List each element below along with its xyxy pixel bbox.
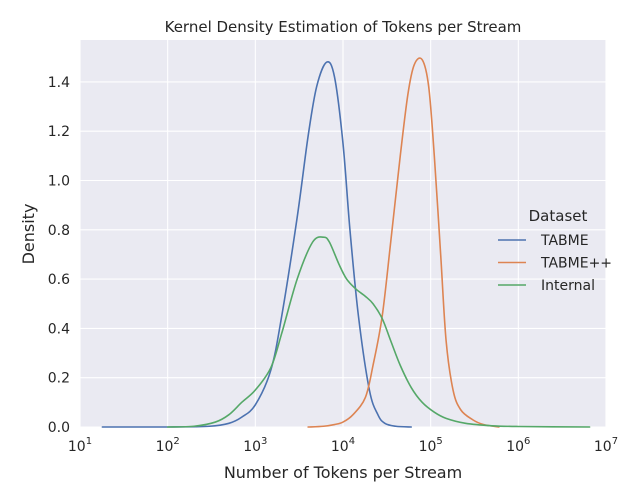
x-tick-exponent: 7 [612, 436, 618, 447]
x-tick-label: 104 [331, 436, 355, 455]
y-axis-ticks: 0.0 0.2 0.4 0.6 0.8 1.0 1.2 1.4 [48, 75, 70, 436]
y-tick-label: 0.0 [48, 420, 70, 436]
x-tick-base: 10 [331, 439, 349, 455]
y-tick-label: 0.4 [48, 321, 70, 337]
y-tick-label: 1.0 [48, 174, 70, 190]
y-tick-label: 1.4 [48, 75, 70, 91]
x-tick-base: 10 [506, 439, 524, 455]
legend: Dataset TABME TABME++ Internal [498, 207, 612, 294]
x-tick-exponent: 2 [173, 436, 179, 447]
x-tick-label: 103 [243, 436, 267, 455]
x-tick-base: 10 [156, 439, 174, 455]
x-tick-exponent: 6 [524, 436, 530, 447]
x-tick-base: 10 [68, 439, 86, 455]
x-tick-exponent: 4 [349, 436, 355, 447]
x-tick-label: 107 [594, 436, 618, 455]
x-tick-label: 106 [506, 436, 530, 455]
y-tick-label: 1.2 [48, 124, 70, 140]
y-tick-label: 0.6 [48, 272, 70, 288]
legend-title: Dataset [529, 207, 588, 225]
series-line-tabme- [307, 57, 500, 428]
series-lines [101, 57, 591, 428]
y-tick-label: 0.8 [48, 223, 70, 239]
x-tick-base: 10 [419, 439, 437, 455]
x-tick-base: 10 [594, 439, 612, 455]
legend-label-tabme: TABME [540, 233, 589, 249]
series-line-tabme [101, 60, 413, 428]
y-tick-label: 0.2 [48, 371, 70, 387]
series-line-internal [166, 236, 591, 428]
x-tick-label: 101 [68, 436, 92, 455]
x-tick-exponent: 3 [261, 436, 267, 447]
x-tick-exponent: 5 [436, 436, 442, 447]
y-axis-label: Density [19, 204, 38, 265]
x-tick-label: 102 [156, 436, 180, 455]
x-axis-label: Number of Tokens per Stream [224, 463, 462, 482]
x-tick-label: 105 [419, 436, 443, 455]
x-tick-base: 10 [243, 439, 261, 455]
legend-label-internal: Internal [541, 278, 595, 294]
legend-label-tabme-: TABME++ [540, 256, 612, 272]
x-tick-exponent: 1 [86, 436, 92, 447]
x-axis-ticks: 101 102 103 104 105 106 107 [68, 436, 618, 455]
chart-title: Kernel Density Estimation of Tokens per … [165, 18, 522, 36]
